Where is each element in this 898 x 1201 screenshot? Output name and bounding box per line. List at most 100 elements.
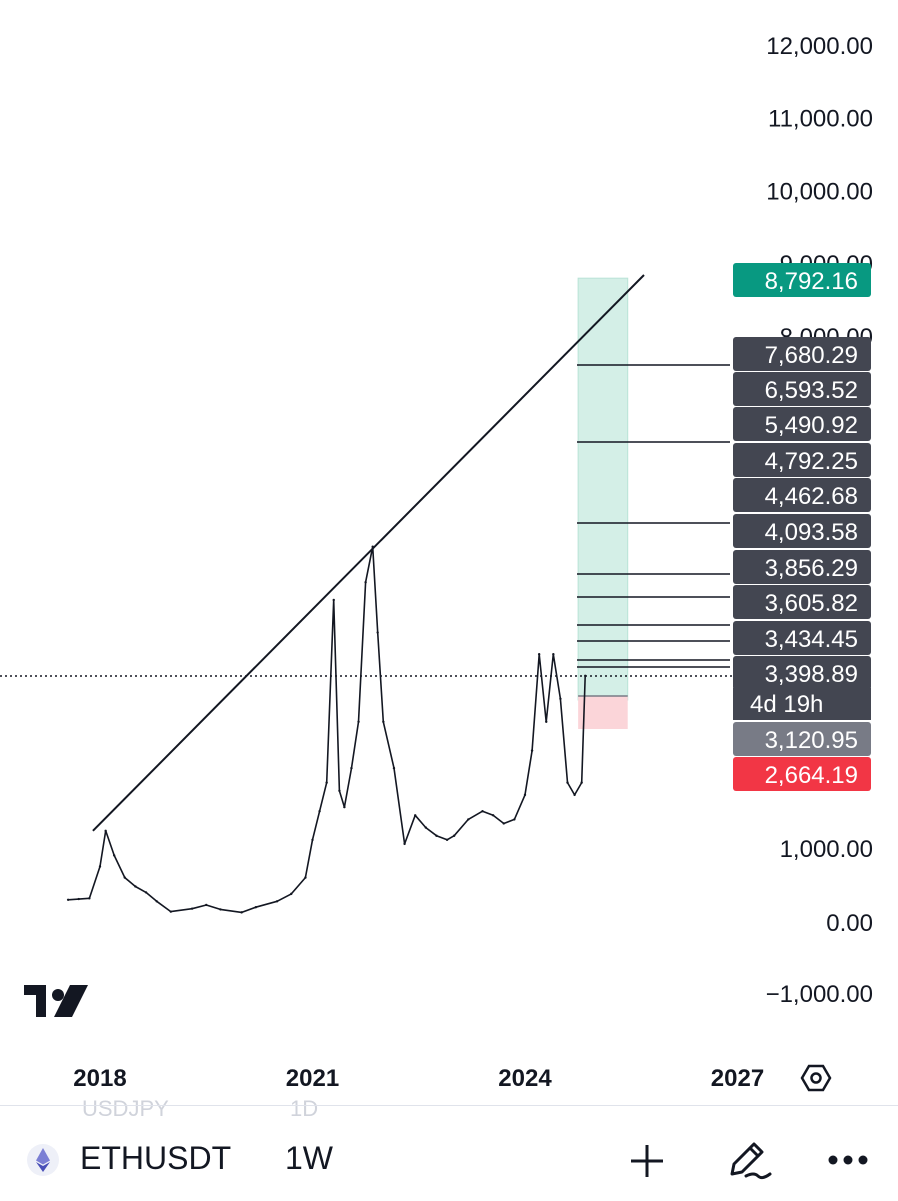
price-point (580, 781, 583, 784)
price-point (552, 652, 555, 656)
price-point (523, 793, 527, 797)
countdown-bg (733, 688, 871, 720)
price-tag: 2,664.19 (733, 757, 871, 791)
plus-icon[interactable] (628, 1142, 666, 1180)
price-point (481, 810, 484, 813)
price-tag: 3,398.89 (733, 656, 871, 690)
countdown-label: 4d 19h (750, 691, 823, 718)
price-tick-label: 0.00 (826, 910, 873, 937)
price-point (343, 805, 346, 809)
price-point (513, 818, 516, 821)
more-icon[interactable] (826, 1150, 870, 1170)
price-point (155, 900, 158, 903)
price-point (445, 838, 449, 842)
loss-zone (578, 696, 628, 729)
price-point (318, 810, 321, 813)
price-point (190, 907, 194, 910)
price-point (77, 897, 80, 901)
price-tag-bg (733, 443, 871, 477)
price-tag-label: 8,792.16 (765, 268, 858, 295)
price-axis[interactable]: 12,000.0011,000.0010,000.009,000.008,000… (733, 33, 873, 1008)
price-point (275, 900, 279, 903)
price-tag-bg (733, 263, 871, 297)
price-point (134, 885, 137, 888)
price-point (403, 842, 406, 846)
price-tag-bg (733, 514, 871, 548)
price-tag-label: 3,605.82 (765, 590, 858, 617)
price-tag-bg (733, 656, 871, 690)
price-tag: 6,593.52 (733, 372, 871, 406)
price-point (219, 908, 222, 911)
price-point (357, 720, 360, 723)
price-point (98, 865, 102, 868)
price-tag-bg (733, 372, 871, 406)
interval-label[interactable]: 1W (285, 1140, 333, 1176)
price-point (392, 766, 396, 770)
price-tag-bg (733, 585, 871, 619)
price-tag-label: 4,093.58 (765, 519, 858, 546)
price-tag-label: 6,593.52 (765, 377, 858, 404)
price-point (491, 814, 495, 817)
price-tag-bg (733, 722, 871, 756)
price-tag-label: 3,120.95 (765, 727, 858, 754)
time-axis[interactable]: 2018 2021 2024 2027 (73, 1065, 764, 1092)
price-tag-label: 3,434.45 (765, 626, 858, 653)
price-point (123, 876, 126, 879)
price-point (545, 720, 548, 723)
hexagon-settings-icon[interactable] (800, 1064, 832, 1092)
bottom-toolbar (0, 1105, 898, 1201)
price-tag-bg (733, 407, 871, 441)
price-point (112, 854, 116, 857)
price-tag-bg (733, 478, 871, 512)
profit-zone (577, 277, 629, 701)
price-point (311, 838, 314, 842)
ghost-symbol: USDJPY (82, 1096, 169, 1121)
price-point (332, 598, 335, 602)
price-tag: 3,120.95 (733, 722, 871, 756)
time-tick-label: 2027 (711, 1065, 764, 1092)
price-point (414, 814, 417, 817)
price-tag-label: 3,856.29 (765, 555, 858, 582)
time-tick-label: 2018 (73, 1065, 126, 1092)
ethereum-icon[interactable] (26, 1143, 60, 1177)
price-point (338, 789, 341, 792)
price-point (382, 720, 385, 723)
price-tag: 8,792.16 (733, 263, 871, 297)
price-point (424, 826, 428, 829)
price-tag-bg (733, 337, 871, 371)
price-tick-label: 11,000.00 (768, 106, 873, 133)
pen-icon[interactable] (724, 1138, 772, 1182)
price-tag-label: 3,398.89 (765, 661, 858, 688)
price-tag-label: 7,680.29 (765, 342, 858, 369)
price-point (573, 793, 576, 797)
price-tag-label: 2,664.19 (765, 762, 858, 789)
price-point (325, 781, 328, 784)
price-tag-bg (733, 550, 871, 584)
price-tick-label: 12,000.00 (766, 33, 873, 60)
trendline (92, 274, 645, 832)
price-point (584, 674, 587, 678)
price-point (205, 903, 208, 907)
price-tag: 4,792.25 (733, 443, 871, 477)
price-tag: 5,490.92 (733, 407, 871, 441)
price-tag: 4,093.58 (733, 514, 871, 548)
price-point (467, 818, 470, 821)
symbol-label[interactable]: ETHUSDT (80, 1140, 232, 1176)
price-tag-label: 4,462.68 (765, 483, 858, 510)
plot-layer (0, 274, 732, 914)
price-tag: 7,680.29 (733, 337, 871, 371)
price-point (566, 781, 569, 784)
price-point (435, 834, 438, 837)
tradingview-logo (24, 985, 88, 1017)
price-tag-label: 4,792.25 (765, 448, 858, 475)
price-point (240, 911, 243, 914)
price-series-line (68, 545, 586, 914)
price-point (290, 892, 293, 896)
price-tag: 3,434.45 (733, 621, 871, 655)
price-tag-bg (733, 757, 871, 791)
price-point (452, 834, 456, 837)
time-tick-label: 2021 (286, 1065, 339, 1092)
price-tag-label: 5,490.92 (765, 412, 858, 439)
price-tag: 4,462.68 (733, 478, 871, 512)
